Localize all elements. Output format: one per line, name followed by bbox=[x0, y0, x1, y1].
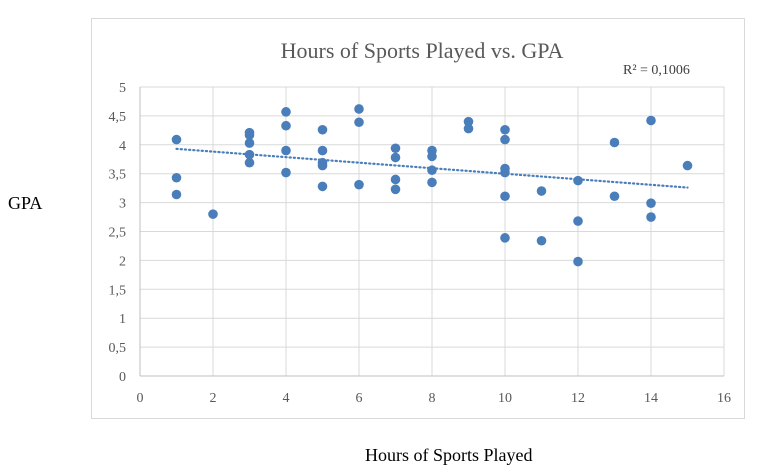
data-point bbox=[281, 167, 291, 178]
y-tick-label: 3 bbox=[119, 197, 126, 212]
y-tick-label: 1 bbox=[119, 312, 126, 327]
y-tick-label: 0 bbox=[119, 370, 126, 385]
data-point bbox=[281, 107, 291, 117]
x-axis-label: Hours of Sports Played bbox=[365, 445, 533, 465]
data-point bbox=[500, 167, 510, 178]
data-point bbox=[390, 184, 401, 195]
data-point bbox=[500, 233, 510, 243]
y-tick-label: 4 bbox=[119, 139, 126, 154]
x-tick-label: 6 bbox=[356, 391, 363, 406]
data-point bbox=[500, 124, 510, 135]
data-point bbox=[317, 181, 328, 192]
data-point bbox=[536, 186, 547, 196]
data-point bbox=[244, 130, 255, 140]
tick-labels: 0 0,5 1 1,5 2 2,5 3 3,5 4 4,5 5 0 2 4 6 8 10 12 14 16 bbox=[109, 81, 732, 406]
y-tick-label: 4,5 bbox=[109, 110, 127, 125]
data-point bbox=[463, 123, 474, 134]
data-point bbox=[317, 124, 328, 135]
x-tick-label: 10 bbox=[498, 391, 512, 406]
data-point bbox=[244, 157, 255, 168]
x-tick-label: 16 bbox=[717, 391, 731, 406]
data-point bbox=[390, 143, 401, 154]
data-points bbox=[171, 104, 693, 267]
data-point bbox=[646, 115, 656, 126]
y-tick-label: 3,5 bbox=[109, 168, 127, 183]
axes bbox=[139, 87, 724, 377]
data-point bbox=[609, 137, 620, 148]
data-point bbox=[427, 177, 437, 188]
r-squared-label: R² = 0,1006 bbox=[623, 63, 690, 78]
data-point bbox=[171, 172, 182, 183]
x-tick-label: 2 bbox=[210, 391, 217, 406]
data-point bbox=[536, 235, 547, 246]
data-point bbox=[354, 117, 364, 128]
y-tick-label: 0,5 bbox=[109, 341, 127, 356]
gridlines bbox=[140, 86, 725, 376]
data-point bbox=[427, 151, 437, 162]
chart-title: Hours of Sports Played vs. GPA bbox=[281, 38, 564, 63]
data-point bbox=[171, 134, 182, 145]
data-point bbox=[208, 209, 218, 219]
x-tick-label: 0 bbox=[137, 391, 144, 406]
x-tick-label: 4 bbox=[283, 391, 290, 406]
data-point bbox=[354, 179, 364, 190]
data-point bbox=[244, 149, 255, 160]
data-point bbox=[390, 174, 401, 185]
x-tick-label: 14 bbox=[644, 391, 658, 406]
data-point bbox=[281, 120, 291, 131]
data-point bbox=[609, 191, 620, 202]
data-point bbox=[500, 134, 510, 145]
x-tick-label: 8 bbox=[429, 391, 436, 406]
chart-area bbox=[91, 18, 745, 419]
data-point bbox=[390, 152, 401, 163]
y-axis-label: GPA bbox=[8, 193, 43, 213]
data-point bbox=[573, 216, 583, 226]
data-point bbox=[281, 145, 291, 156]
data-point bbox=[682, 160, 693, 171]
data-point bbox=[646, 198, 656, 208]
data-point bbox=[317, 145, 328, 156]
data-point bbox=[171, 189, 182, 200]
y-tick-label: 1,5 bbox=[109, 283, 127, 298]
data-point bbox=[573, 175, 583, 186]
data-point bbox=[317, 160, 328, 171]
data-point bbox=[244, 138, 255, 148]
x-tick-label: 12 bbox=[571, 391, 585, 406]
data-point bbox=[354, 104, 364, 114]
data-point bbox=[463, 116, 474, 127]
data-point bbox=[646, 212, 656, 222]
y-tick-label: 5 bbox=[119, 81, 126, 96]
data-point bbox=[427, 165, 437, 176]
data-point bbox=[500, 191, 510, 202]
data-point bbox=[573, 256, 583, 267]
y-tick-label: 2,5 bbox=[109, 226, 127, 241]
y-tick-label: 2 bbox=[119, 254, 126, 269]
